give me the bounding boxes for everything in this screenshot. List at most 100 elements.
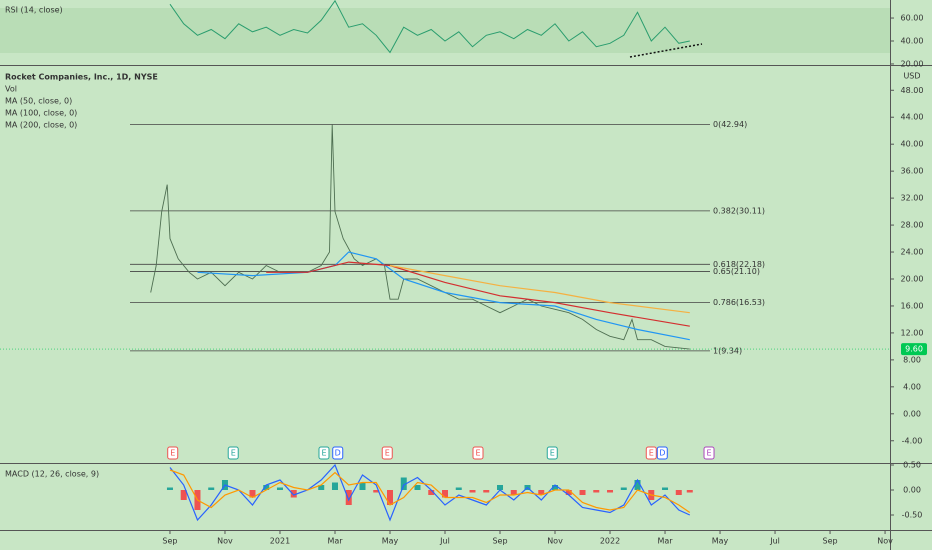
moving-average: [266, 261, 690, 327]
histogram-bar: [579, 490, 586, 495]
histogram-bar: [593, 490, 600, 493]
rsi-line: [169, 0, 690, 54]
x-tick-label: Sep: [162, 537, 177, 546]
x-tick-label: Mar: [327, 537, 343, 546]
main-title: Rocket Companies, Inc., 1D, NYSE: [5, 73, 158, 82]
trend-line: [629, 43, 703, 58]
y-tick-label: 20.00: [901, 59, 924, 68]
event-label: E: [231, 449, 236, 458]
histogram-bar: [249, 490, 256, 498]
event-marker: [546, 446, 558, 460]
y-tick-label: 0.50: [903, 461, 921, 470]
histogram-bar: [662, 487, 669, 490]
histogram-bar: [497, 485, 504, 490]
x-tick-label: May: [712, 537, 729, 546]
histogram-bar: [414, 485, 421, 490]
last-price-label: 9.60: [905, 345, 923, 354]
y-tick-label: 12.00: [901, 328, 924, 337]
rsi-title: RSI (14, close): [5, 6, 63, 15]
event-marker: [167, 446, 179, 460]
histogram-bar: [263, 485, 270, 490]
event-label: E: [550, 449, 555, 458]
y-tick-label: 4.00: [903, 382, 921, 391]
histogram-bar: [686, 490, 693, 493]
histogram-bar: [331, 482, 338, 490]
x-tick-label: 2021: [270, 537, 290, 546]
event-label: E: [649, 449, 654, 458]
histogram-bar: [565, 490, 572, 495]
x-tick-label: Mar: [657, 537, 673, 546]
fib-label: 1(9.34): [713, 346, 742, 355]
histogram-bar: [455, 487, 462, 490]
histogram-bar: [428, 490, 435, 495]
y-tick-label: 24.00: [901, 248, 924, 257]
y-tick-label: 60.00: [901, 14, 924, 23]
legend-entry: MA (50, close, 0): [5, 97, 72, 106]
x-tick-label: Nov: [217, 537, 233, 546]
event-label: E: [321, 449, 326, 458]
histogram-bar: [318, 485, 325, 490]
x-tick-label: 2022: [600, 537, 620, 546]
event-label: D: [335, 449, 341, 458]
histogram-bar: [276, 487, 283, 490]
histogram-bar: [373, 490, 380, 493]
y-tick-label: 36.00: [901, 167, 924, 176]
y-tick-label: 48.00: [901, 86, 924, 95]
y-tick-label: 20.00: [901, 274, 924, 283]
histogram-bar: [552, 485, 559, 490]
y-tick-label: -0.50: [902, 511, 923, 520]
event-label: E: [170, 449, 175, 458]
y-tick-label: 40.00: [901, 140, 924, 149]
legend-entry: MA (100, close, 0): [5, 109, 77, 118]
x-tick-label: Sep: [823, 537, 838, 546]
histogram-bar: [620, 487, 627, 490]
event-label: D: [659, 449, 665, 458]
price-line: [150, 124, 690, 350]
histogram-bar: [538, 490, 545, 495]
fib-label: 0(42.94): [713, 120, 747, 129]
y-tick-label: -4.00: [902, 436, 923, 445]
event-label: E: [385, 449, 390, 458]
y-tick-label: 40.00: [901, 36, 924, 45]
histogram-bar: [386, 490, 393, 505]
y-tick-label: 0.00: [903, 486, 921, 495]
y-tick-label: 16.00: [901, 301, 924, 310]
histogram-bar: [634, 480, 641, 490]
signal-line: [169, 469, 691, 513]
rsi-band: [0, 8, 890, 53]
moving-average: [197, 251, 690, 341]
x-tick-label: Nov: [547, 537, 563, 546]
x-tick-label: Jul: [769, 537, 780, 546]
histogram-bar: [345, 490, 352, 505]
unit-label: USD: [903, 72, 920, 81]
y-tick-label: 32.00: [901, 194, 924, 203]
histogram-bar: [675, 490, 682, 495]
histogram-bar: [400, 477, 407, 490]
histogram-bar: [469, 490, 476, 493]
last-price-badge: [901, 343, 927, 356]
y-tick-label: 44.00: [901, 113, 924, 122]
fib-label: 0.618(22.18): [713, 260, 765, 269]
legend-entry: MA (200, close, 0): [5, 121, 77, 130]
x-tick-label: Nov: [877, 537, 893, 546]
event-marker: [656, 446, 668, 460]
event-label: E: [475, 449, 480, 458]
histogram-bar: [208, 487, 215, 490]
histogram-bar: [359, 482, 366, 490]
histogram-bar: [510, 490, 517, 495]
event-marker: [645, 446, 657, 460]
y-tick-label: 28.00: [901, 221, 924, 230]
event-marker: [472, 446, 484, 460]
x-tick-label: Sep: [492, 537, 507, 546]
fib-label: 0.382(30.11): [713, 206, 765, 215]
event-marker: [703, 446, 715, 460]
fib-label: 0.65(21.10): [713, 267, 760, 276]
histogram-bar: [442, 490, 448, 498]
x-tick-label: Jul: [439, 537, 450, 546]
event-marker: [227, 446, 239, 460]
event-marker: [318, 446, 330, 460]
macd-title: MACD (12, 26, close, 9): [5, 470, 99, 479]
macd-line: [169, 463, 691, 522]
